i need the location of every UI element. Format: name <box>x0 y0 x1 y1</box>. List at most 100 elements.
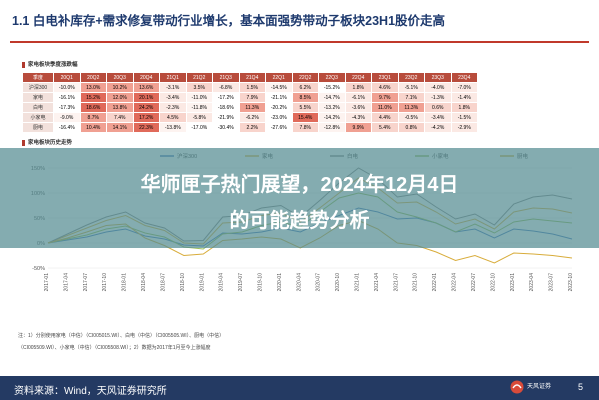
title-rule <box>10 41 589 43</box>
x-tick-label: 2020-10 <box>335 273 341 292</box>
footer-bar <box>0 376 599 400</box>
table-cell: -2.3% <box>159 102 187 113</box>
x-tick-label: 2023-04 <box>529 273 535 292</box>
column-header: 22Q1 <box>265 72 293 83</box>
table-cell: -11.8% <box>185 102 213 113</box>
table-cell: -16.4% <box>53 122 81 133</box>
table-section-label: 家电板块季度涨跌幅 <box>22 60 78 68</box>
column-header: 20Q1 <box>53 72 81 83</box>
column-header: 23Q3 <box>424 72 452 83</box>
table-row: 沪深300 -10.0% 13.0% 10.2% 13.6% -3.1% 3.5% -6.8%… <box>22 82 478 93</box>
x-tick-label: 2022-07 <box>471 273 477 292</box>
x-tick-label: 2022-04 <box>452 273 458 292</box>
x-tick-label: 2018-04 <box>141 273 147 292</box>
table-cell: 1.8% <box>450 102 478 113</box>
column-header: 23Q4 <box>450 72 478 83</box>
x-tick-label: 2020-04 <box>296 273 302 292</box>
table-cell: 11.3% <box>397 102 425 113</box>
overlay-headline-line1: 华师匣子热门展望，2024年12月4日 <box>140 174 459 196</box>
y-tick-label: -50% <box>32 266 45 272</box>
chart-section-label: 家电板块历史走势 <box>22 138 72 146</box>
table-cell: 8.5% <box>291 92 319 103</box>
table-body: 沪深300 -10.0% 13.0% 10.2% 13.6% -3.1% 3.5% -6.8%… <box>22 82 478 133</box>
x-tick-label: 2018-01 <box>122 273 128 292</box>
table-cell: -4.0% <box>424 82 452 93</box>
row-label: 厨电 <box>22 122 54 133</box>
x-tick-label: 2021-10 <box>413 273 419 292</box>
table-cell: -17.3% <box>53 102 81 113</box>
column-header: 21Q3 <box>212 72 240 83</box>
x-tick-label: 2021-04 <box>374 273 380 292</box>
x-tick-label: 2017-04 <box>63 273 69 292</box>
table-cell: -21.9% <box>212 112 240 123</box>
table-cell: 3.5% <box>185 82 213 93</box>
row-label: 家电 <box>22 92 54 103</box>
table-cell: -5.1% <box>397 82 425 93</box>
x-tick-label: 2019-10 <box>257 273 263 292</box>
table-cell: -15.2% <box>318 82 346 93</box>
table-cell: -6.2% <box>238 112 266 123</box>
column-header: 22Q2 <box>291 72 319 83</box>
table-cell: 8.7% <box>79 112 107 123</box>
table-cell: 17.2% <box>132 112 160 123</box>
table-cell: -5.8% <box>185 112 213 123</box>
column-header: 22Q3 <box>318 72 346 83</box>
x-tick-label: 2020-01 <box>277 273 283 292</box>
table-cell: -20.2% <box>265 102 293 113</box>
table-cell: 7.9% <box>238 92 266 103</box>
table-cell: 7.8% <box>291 122 319 133</box>
table-cell: 4.4% <box>371 112 399 123</box>
table-cell: -3.4% <box>424 112 452 123</box>
table-cell: 1.8% <box>344 82 372 93</box>
table-cell: -21.1% <box>265 92 293 103</box>
table-cell: 1.5% <box>238 82 266 93</box>
table-cell: 18.6% <box>79 102 107 113</box>
table-row: 白电 -17.3% 18.6% 13.8% 24.2% -2.3% -11.8% -18.6%… <box>22 102 478 113</box>
table-cell: -17.0% <box>185 122 213 133</box>
x-tick-label: 2023-01 <box>510 273 516 292</box>
table-cell: -6.8% <box>212 82 240 93</box>
table-cell: -7.0% <box>450 82 478 93</box>
table-cell: -3.6% <box>344 102 372 113</box>
x-tick-label: 2019-07 <box>238 273 244 292</box>
table-cell: 20.1% <box>132 92 160 103</box>
table-cell: 22.3% <box>132 122 160 133</box>
table-row: 小家电 -9.0% 8.7% 7.4% 17.2% 4.5% -5.8% -21.9% -6.2… <box>22 112 478 123</box>
column-header: 23Q2 <box>397 72 425 83</box>
table-cell: 7.4% <box>106 112 134 123</box>
title-overlay: 华师匣子热门展望，2024年12月4日 的可能趋势分析 <box>0 148 599 248</box>
x-tick-label: 2019-01 <box>199 273 205 292</box>
x-tick-label: 2023-07 <box>549 273 555 292</box>
table-cell: 0.6% <box>424 102 452 113</box>
table-cell: 0.8% <box>397 122 425 133</box>
table-cell: -1.3% <box>424 92 452 103</box>
table-cell: -23.0% <box>265 112 293 123</box>
table-cell: -3.4% <box>159 92 187 103</box>
x-tick-label: 2022-10 <box>490 273 496 292</box>
x-tick-label: 2019-04 <box>219 273 225 292</box>
table-cell: -12.8% <box>318 122 346 133</box>
table-cell: 13.8% <box>106 102 134 113</box>
table-cell: -30.4% <box>212 122 240 133</box>
slide-title: 1.1 白电补库存+需求修复带动行业增长，基本面强势带动子板块23H1股价走高 <box>12 14 446 28</box>
table-cell: -6.1% <box>344 92 372 103</box>
column-header: 21Q1 <box>159 72 187 83</box>
table-cell: -3.1% <box>159 82 187 93</box>
table-cell: -27.6% <box>265 122 293 133</box>
table-cell: 11.3% <box>238 102 266 113</box>
column-header: 20Q3 <box>106 72 134 83</box>
table-cell: -0.5% <box>397 112 425 123</box>
column-header: 20Q4 <box>132 72 160 83</box>
table-row: 厨电 -16.4% 10.4% 14.1% 22.3% -13.8% -17.0% -30.4… <box>22 122 478 133</box>
table-cell: -17.2% <box>212 92 240 103</box>
column-header: 21Q2 <box>185 72 213 83</box>
table-cell: 5.4% <box>371 122 399 133</box>
table-cell: -4.2% <box>424 122 452 133</box>
x-tick-label: 2017-07 <box>83 273 89 292</box>
table-cell: -13.8% <box>159 122 187 133</box>
table-cell: 2.2% <box>238 122 266 133</box>
source-note: 资料来源：Wind，天风证券研究所 <box>14 386 167 397</box>
x-tick-label: 2021-01 <box>355 273 361 292</box>
table-row: 家电 -16.1% 15.2% 12.0% 20.1% -3.4% -11.0% -17.2%… <box>22 92 478 103</box>
table-cell: 10.4% <box>79 122 107 133</box>
